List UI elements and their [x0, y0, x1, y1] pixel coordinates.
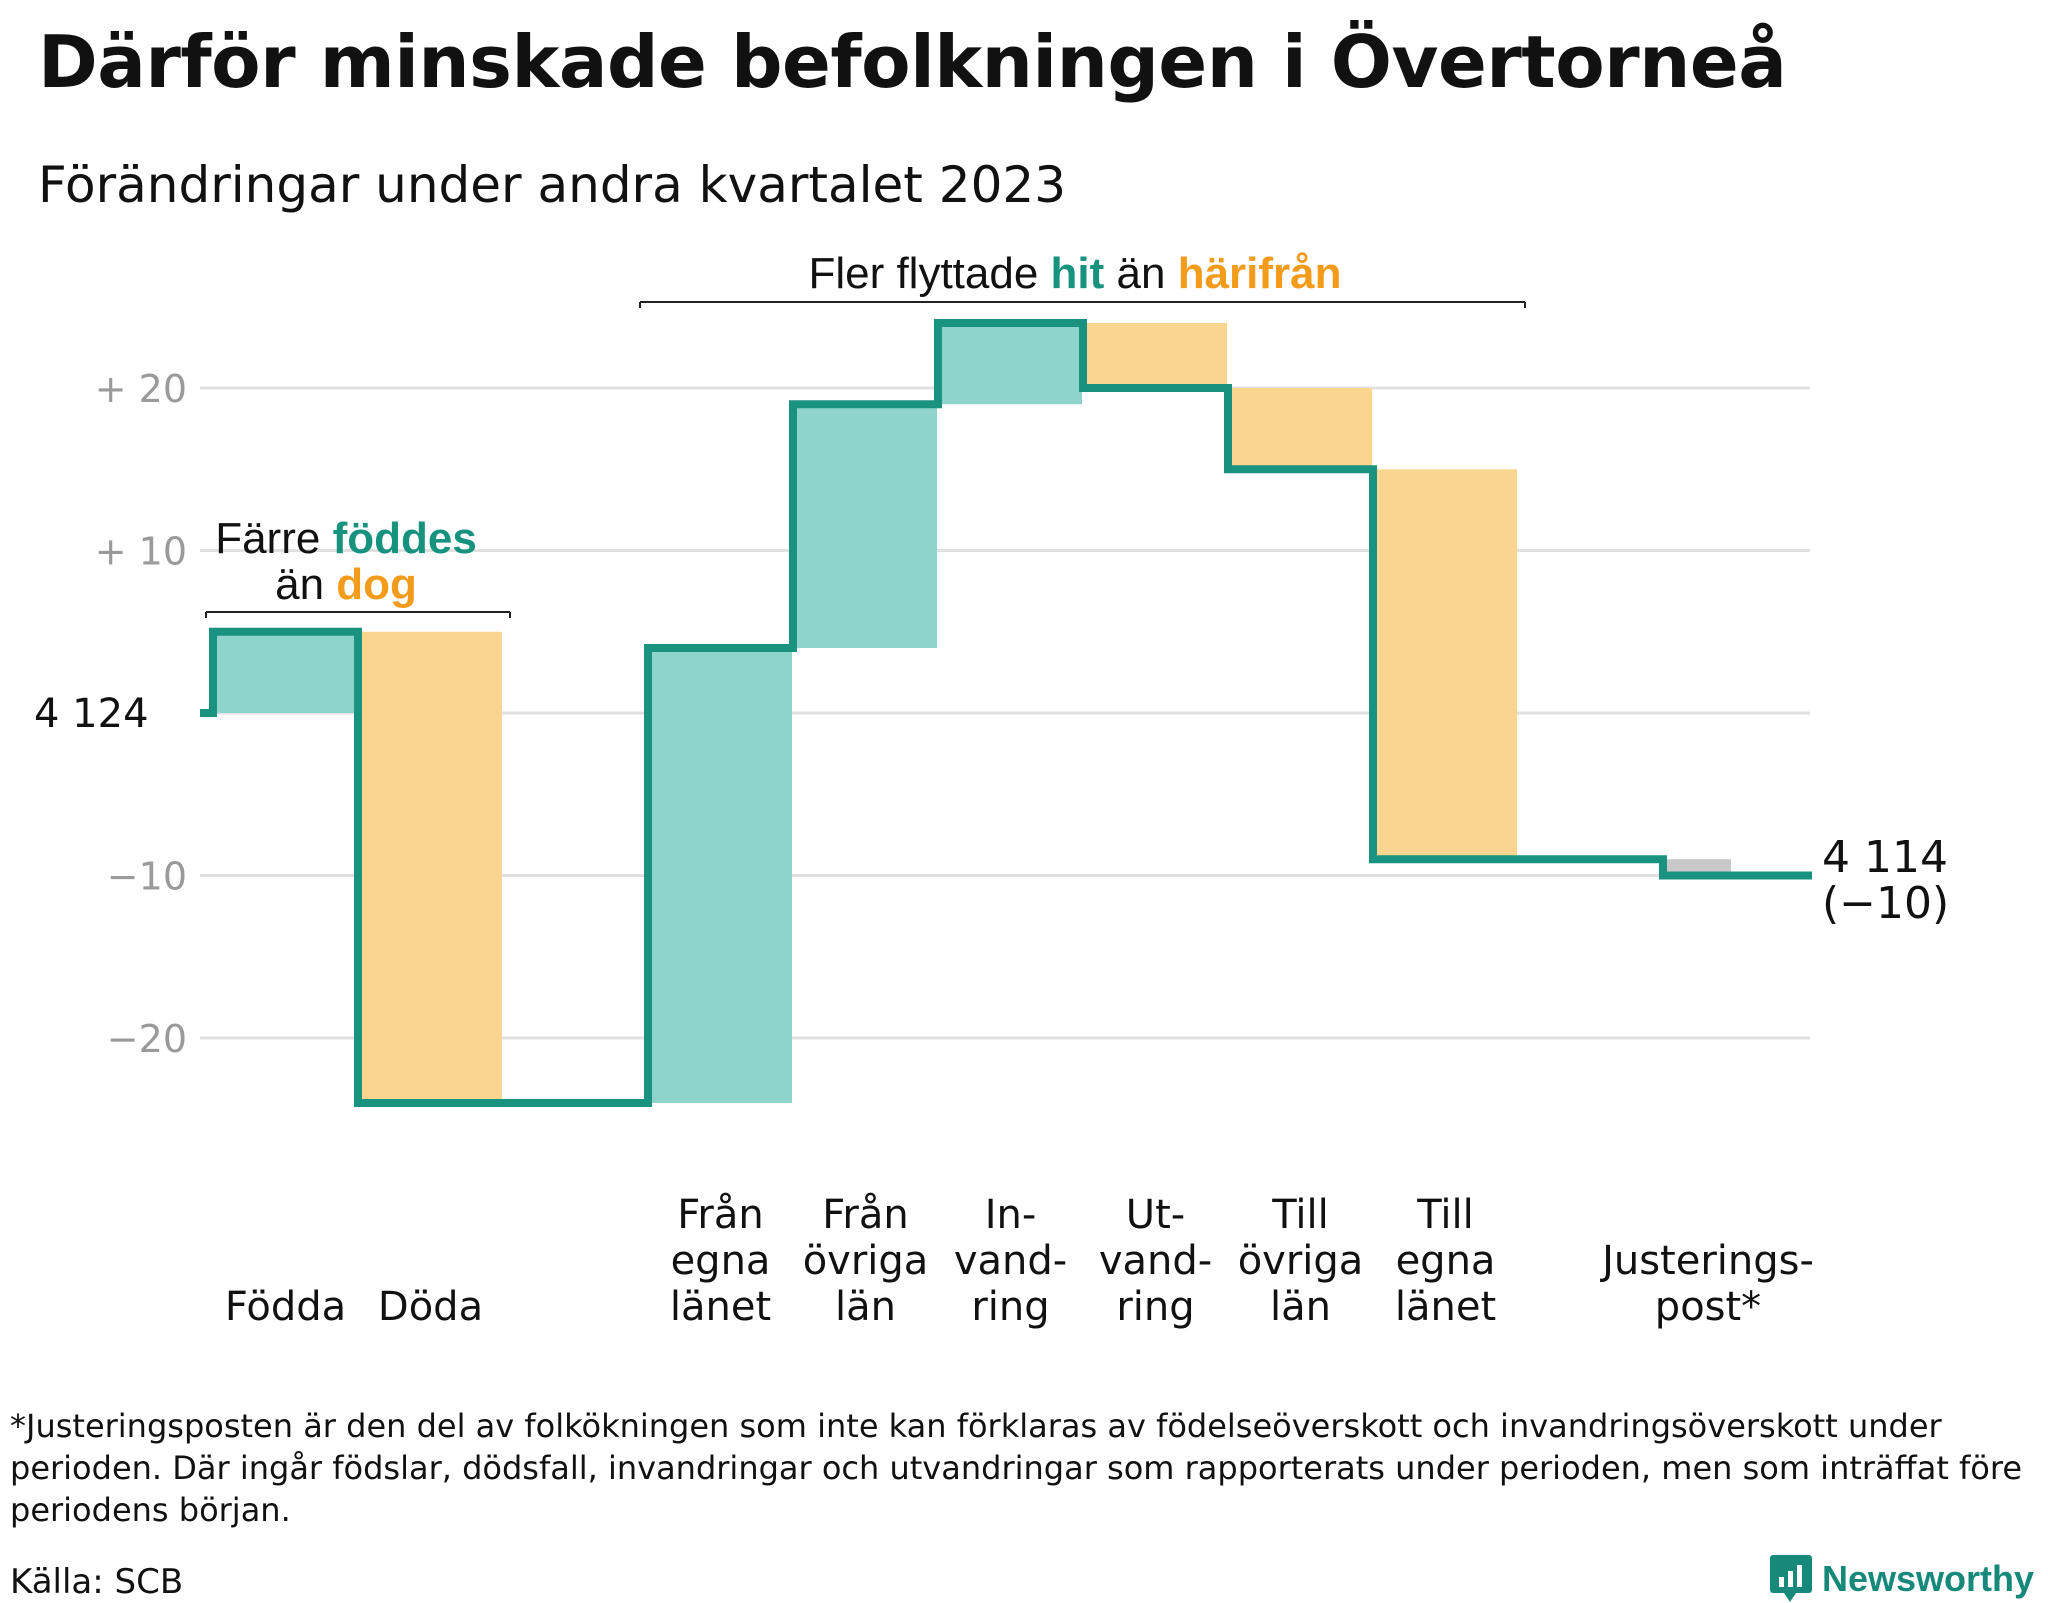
y-tick-label: + 20: [95, 367, 187, 411]
category-label-fodda: Födda: [225, 1284, 346, 1330]
bar-justeringspost: [1665, 859, 1731, 876]
annotation-birth-death-line: Färre föddes: [215, 514, 477, 563]
bar-till-ovriga-lan: [1230, 388, 1372, 470]
bar-fran-egna-lanet: [650, 648, 792, 1103]
category-label-utvandring: Ut-: [1126, 1192, 1185, 1238]
category-label-justeringspost: Justerings-: [1599, 1238, 1814, 1284]
category-label-utvandring: vand-: [1099, 1238, 1212, 1284]
category-label-till-ovriga-lan: län: [1270, 1284, 1331, 1330]
category-label-fran-egna-lanet: egna: [671, 1238, 771, 1284]
y-tick-label: −20: [107, 1017, 187, 1061]
category-label-doda: Döda: [378, 1284, 483, 1330]
chart-subtitle: Förändringar under andra kvartalet 2023: [38, 156, 1067, 214]
category-label-fran-ovriga-lan: län: [835, 1284, 896, 1330]
cumulative-step-line: [200, 319, 1812, 1107]
category-label-till-ovriga-lan: övriga: [1238, 1238, 1364, 1284]
annotation-segment: hit: [1051, 249, 1105, 298]
category-label-justeringspost: post*: [1655, 1284, 1761, 1330]
category-label-till-egna-lanet: Till: [1416, 1192, 1474, 1238]
annotation-segment: dog: [336, 560, 417, 609]
annotation-segment: Färre: [215, 514, 332, 563]
category-label-invandring: In-: [985, 1192, 1037, 1238]
category-label-invandring: ring: [971, 1284, 1049, 1330]
newsworthy-brand-name: Newsworthy: [1822, 1558, 2035, 1599]
waterfall-chart: + 20 + 10 −10 −20 4 124 4 114(−10) Födda Döda Fr…: [34, 249, 1949, 1330]
newsworthy-logo-icon: [1770, 1555, 1812, 1602]
end-change-label: (−10): [1822, 878, 1949, 929]
newsworthy-logo: Newsworthy: [1770, 1555, 2034, 1603]
category-label-till-egna-lanet: länet: [1395, 1284, 1496, 1330]
annotation-migration-line: Fler flyttade hit än härifrån: [808, 249, 1341, 298]
bar-invandring: [940, 323, 1082, 405]
category-label-fran-ovriga-lan: Från: [822, 1192, 908, 1238]
annotation-segment: än: [1104, 249, 1177, 298]
annotation-segment: föddes: [333, 514, 477, 563]
category-label-fran-egna-lanet: Från: [677, 1192, 763, 1238]
y-tick-label: + 10: [95, 530, 187, 574]
bar-utvandring: [1085, 323, 1227, 388]
bar-fran-ovriga-lan: [795, 404, 937, 648]
y-tick-label: −10: [107, 855, 187, 899]
start-value-label: 4 124: [34, 691, 149, 737]
category-label-fran-egna-lanet: länet: [670, 1284, 771, 1330]
bar-fodda: [215, 631, 357, 713]
annotation-segment: härifrån: [1178, 249, 1342, 298]
end-value-label: 4 114: [1822, 832, 1948, 883]
category-label-utvandring: ring: [1116, 1284, 1194, 1330]
annotation-birth-death-line: än dog: [275, 560, 417, 609]
footnote: *Justeringsposten är den del av folkökni…: [10, 1407, 2023, 1529]
annotation-segment: Fler flyttade: [808, 249, 1050, 298]
category-label-invandring: vand-: [954, 1238, 1067, 1284]
category-label-till-ovriga-lan: Till: [1271, 1192, 1329, 1238]
category-label-fran-ovriga-lan: övriga: [803, 1238, 929, 1284]
source-note: Källa: SCB: [10, 1562, 184, 1602]
annotation-segment: än: [275, 560, 336, 609]
chart-title: Därför minskade befolkningen i Övertorne…: [38, 20, 1787, 104]
bar-till-egna-lanet: [1375, 469, 1517, 860]
bar-doda: [360, 631, 502, 1103]
category-label-till-egna-lanet: egna: [1396, 1238, 1496, 1284]
